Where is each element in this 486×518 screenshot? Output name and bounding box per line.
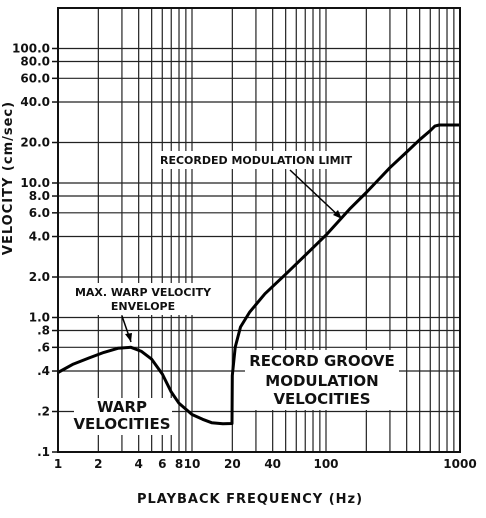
- y-tick-label: 10.0: [20, 176, 50, 190]
- annotation-arrowhead: [333, 210, 342, 219]
- annotation-text: MAX. WARP VELOCITY: [75, 286, 212, 299]
- annotation-text: VELOCITIES: [273, 390, 370, 408]
- x-tick-label: 2: [94, 457, 102, 471]
- x-tick-label: 40: [264, 457, 281, 471]
- x-tick-label: 20: [224, 457, 241, 471]
- y-tick-label: 20.0: [20, 136, 50, 150]
- annotation-text: RECORDED MODULATION LIMIT: [160, 154, 353, 167]
- y-tick-label: 60.0: [20, 71, 50, 85]
- x-tick-label: 100: [313, 457, 338, 471]
- y-tick-label: .8: [37, 324, 50, 338]
- x-tick-label: 8: [175, 457, 183, 471]
- y-tick-label: .2: [37, 405, 50, 419]
- curve-layer: [57, 123, 460, 426]
- annotation-background: [74, 398, 172, 435]
- annotation-background: [245, 350, 399, 410]
- x-tick-label: 10: [184, 457, 201, 471]
- annotation-text: MODULATION: [265, 372, 378, 390]
- x-tick-label: 6: [158, 457, 166, 471]
- annotation-background: [158, 151, 362, 169]
- x-tick-labels: 1 2 4 6 8 10 20 40 100 1000: [54, 457, 477, 471]
- y-tick-label: 40.0: [20, 95, 50, 109]
- y-tick-label: .4: [37, 364, 50, 378]
- y-tick-label: .1: [37, 445, 50, 459]
- annotation-arrowhead: [125, 333, 132, 342]
- y-tick-label: 4.0: [29, 230, 50, 244]
- annotation-leader: [289, 169, 343, 220]
- y-tick-label: 2.0: [29, 270, 50, 284]
- x-tick-label: 1000: [443, 457, 476, 471]
- y-tick-label: 1.0: [29, 310, 50, 324]
- plot-frame: [57, 7, 461, 453]
- annotation-text: WARP: [97, 398, 147, 416]
- x-tick-label: 4: [134, 457, 142, 471]
- y-tick-label: 80.0: [20, 55, 50, 69]
- annotation-text: VELOCITIES: [73, 415, 170, 433]
- y-tick-label: 6.0: [29, 206, 50, 220]
- y-tick-label: .6: [37, 340, 50, 354]
- y-tick-labels: .1 .2 .4 .6 .81.0 2.0 4.0 6.0 8.010.0 20.0 40.0 60.…: [12, 41, 58, 459]
- x-tick-label: 1: [54, 457, 62, 471]
- annotation-background: [92, 283, 222, 315]
- x-axis-label: PLAYBACK FREQUENCY (Hz): [137, 492, 363, 507]
- annotation-text: ENVELOPE: [111, 300, 175, 313]
- y-tick-label: 8.0: [29, 189, 50, 203]
- y-tick-label: 100.0: [12, 41, 50, 55]
- annotation-text: RECORD GROOVE: [249, 352, 395, 370]
- annotation-layer: RECORDED MODULATION LIMIT MAX. WARP VELOC…: [73, 151, 399, 435]
- y-axis-label: VELOCITY (cm/sec): [1, 101, 16, 255]
- velocity-curve: [57, 123, 460, 426]
